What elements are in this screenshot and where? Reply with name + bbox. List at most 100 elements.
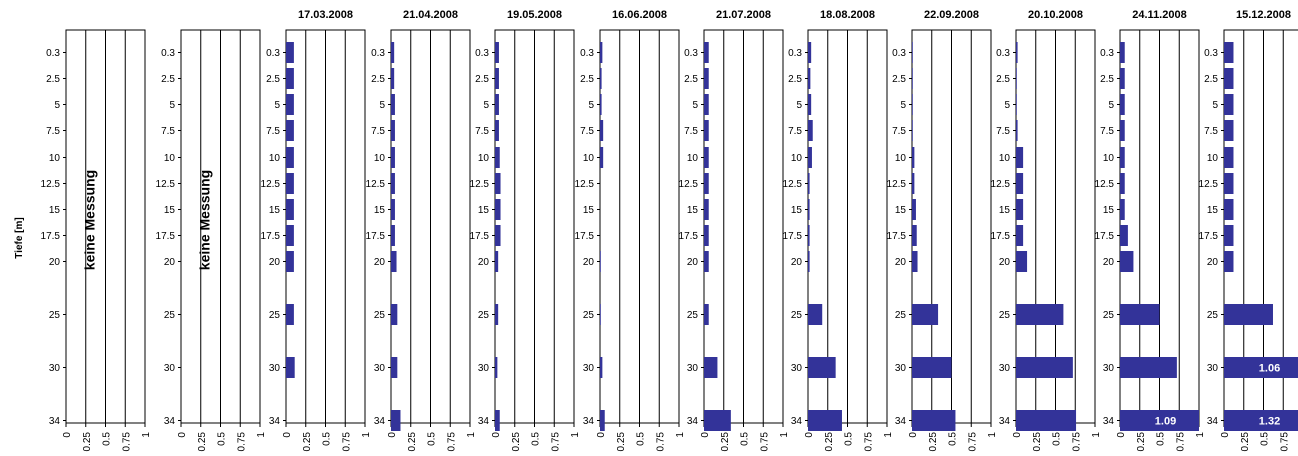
bar <box>391 94 395 115</box>
bar <box>391 357 398 378</box>
x-tick-label: 0 <box>804 432 815 438</box>
x-tick-label: 0 <box>62 432 73 438</box>
bar <box>600 42 603 63</box>
y-tick-label: 15 <box>895 205 907 216</box>
y-tick-label: 34 <box>895 416 907 427</box>
x-tick-label: 0.5 <box>740 432 751 446</box>
panel-title: 19.05.2008 <box>507 9 562 21</box>
bar <box>1224 225 1234 246</box>
y-tick-label: 34 <box>374 416 386 427</box>
y-tick-label: 25 <box>269 310 281 321</box>
bar <box>912 68 913 89</box>
y-tick-label: 12.5 <box>156 179 176 190</box>
x-tick-label: 0.75 <box>967 432 978 452</box>
x-tick-label: 0.5 <box>636 432 647 446</box>
x-tick-label: 0.75 <box>446 432 457 452</box>
y-tick-label: 25 <box>374 310 386 321</box>
bar <box>808 357 836 378</box>
bar <box>495 120 499 141</box>
y-tick-label: 20 <box>164 257 176 268</box>
y-tick-label: 34 <box>478 416 490 427</box>
bar <box>912 357 952 378</box>
y-tick-label: 2.5 <box>996 74 1010 85</box>
y-tick-label: 12.5 <box>41 179 61 190</box>
panel-title: 21.07.2008 <box>716 9 771 21</box>
x-tick-label: 0 <box>1220 432 1231 438</box>
bar <box>704 173 709 194</box>
x-tick-label: 1 <box>256 432 267 438</box>
x-tick-label: 1 <box>466 432 477 438</box>
x-tick-label: 0.5 <box>322 432 333 446</box>
y-tick-label: 30 <box>1103 363 1115 374</box>
bar <box>286 68 294 89</box>
y-tick-label: 34 <box>1103 416 1115 427</box>
y-tick-label: 12.5 <box>470 179 490 190</box>
bar <box>495 410 500 431</box>
y-tick-label: 20 <box>1103 257 1115 268</box>
x-tick-label: 1 <box>1195 432 1206 438</box>
x-tick-label: 1 <box>570 432 581 438</box>
y-tick-label: 10 <box>583 153 595 164</box>
y-tick-label: 30 <box>1207 363 1219 374</box>
y-tick-label: 15 <box>1103 205 1115 216</box>
bar <box>1120 199 1125 220</box>
bar <box>391 410 401 431</box>
y-tick-label: 17.5 <box>991 231 1011 242</box>
bar <box>495 357 498 378</box>
bar <box>912 410 956 431</box>
x-tick-label: 0.25 <box>616 432 627 452</box>
x-tick-label: 0.75 <box>121 432 132 452</box>
bar <box>704 357 718 378</box>
bar <box>1120 68 1125 89</box>
panel-title: 15.12.2008 <box>1236 9 1291 21</box>
y-tick-label: 0.3 <box>892 48 906 59</box>
bar <box>1224 94 1234 115</box>
y-tick-label: 17.5 <box>366 231 386 242</box>
y-tick-label: 17.5 <box>1199 231 1219 242</box>
bar <box>808 410 842 431</box>
y-tick-label: 0.3 <box>996 48 1010 59</box>
y-tick-label: 5 <box>588 100 594 111</box>
y-tick-label: 10 <box>374 153 386 164</box>
bar <box>1120 120 1125 141</box>
y-tick-label: 20 <box>478 257 490 268</box>
x-tick-label: 0.75 <box>1071 432 1082 452</box>
bar <box>808 42 812 63</box>
panel-title: 24.11.2008 <box>1132 9 1186 21</box>
bar <box>1224 42 1234 63</box>
y-tick-label: 25 <box>999 310 1011 321</box>
panel-title: 18.08.2008 <box>820 9 875 21</box>
y-tick-label: 12.5 <box>679 179 699 190</box>
bar <box>704 410 731 431</box>
y-tick-label: 0.3 <box>788 48 802 59</box>
x-tick-label: 0 <box>491 432 502 438</box>
bar <box>1224 147 1234 168</box>
x-tick-label: 0 <box>596 432 607 438</box>
bar <box>495 251 499 272</box>
data-label: 1.32 <box>1259 416 1280 428</box>
bar <box>391 173 395 194</box>
y-tick-label: 5 <box>900 100 906 111</box>
x-tick-label: 0 <box>387 432 398 438</box>
y-tick-label: 20 <box>269 257 281 268</box>
panel-title: 16.06.2008 <box>612 9 667 21</box>
y-tick-label: 10 <box>895 153 907 164</box>
y-tick-label: 7.5 <box>580 126 594 137</box>
x-tick-label: 0.25 <box>1032 432 1043 452</box>
y-tick-label: 25 <box>49 310 61 321</box>
bar <box>1224 173 1234 194</box>
y-tick-label: 17.5 <box>41 231 61 242</box>
bar <box>704 251 709 272</box>
y-tick-label: 30 <box>687 363 699 374</box>
y-tick-label: 34 <box>1207 416 1219 427</box>
bar <box>286 225 294 246</box>
y-tick-label: 30 <box>791 363 803 374</box>
y-tick-label: 15 <box>49 205 61 216</box>
panel-title: 20.10.2008 <box>1028 9 1083 21</box>
bar <box>912 173 915 194</box>
y-tick-label: 0.3 <box>46 48 60 59</box>
y-tick-label: 5 <box>169 100 175 111</box>
bar <box>495 173 501 194</box>
bar <box>391 251 397 272</box>
bar <box>1224 410 1298 431</box>
